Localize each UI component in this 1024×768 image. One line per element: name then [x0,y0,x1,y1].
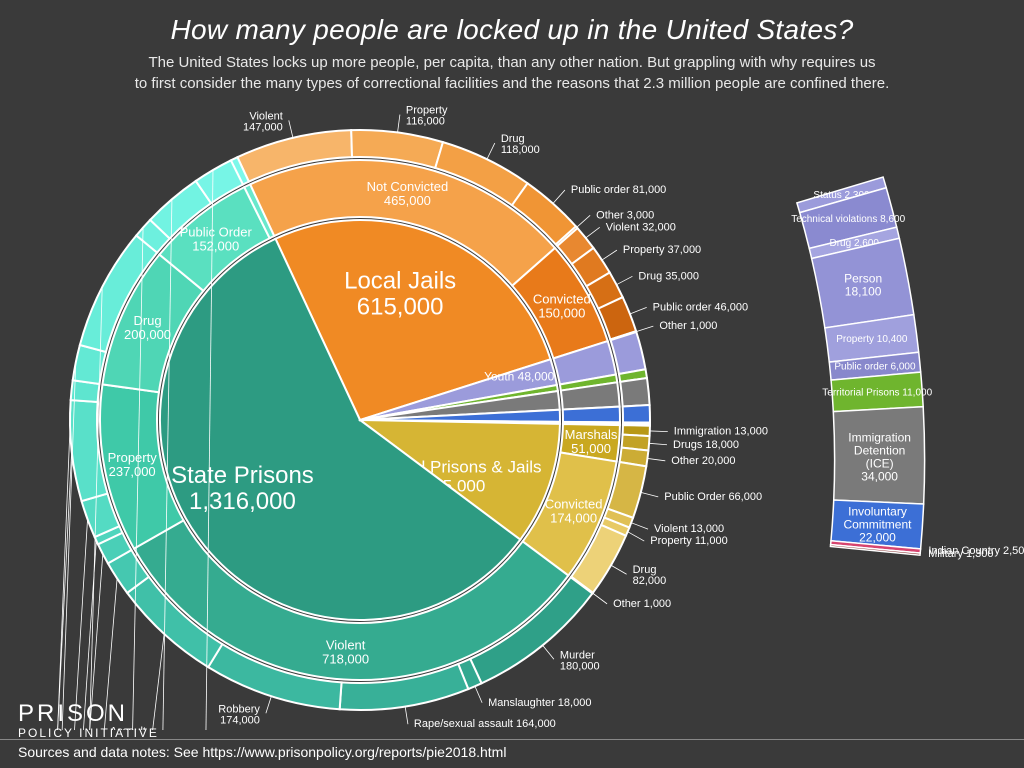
svg-text:Property 10,400: Property 10,400 [836,334,908,345]
svg-text:Property 37,000: Property 37,000 [623,244,701,256]
org-logo: PRISON POLICY INITIATIVE [18,700,159,740]
svg-text:82,000: 82,000 [633,575,667,587]
svg-text:Property: Property [108,450,158,465]
svg-text:Local Jails: Local Jails [344,267,456,294]
svg-text:1,316,000: 1,316,000 [189,488,296,515]
chart-subtitle: The United States locks up more people, … [0,52,1024,94]
svg-text:Commitment: Commitment [843,517,912,531]
svg-text:Manslaughter 18,000: Manslaughter 18,000 [488,697,591,709]
svg-text:Drug: Drug [133,313,161,328]
svg-text:Violent: Violent [326,638,366,653]
svg-text:152,000: 152,000 [192,238,239,253]
svg-text:Other 1,000: Other 1,000 [659,320,717,332]
chart-title: How many people are locked up in the Uni… [0,0,1024,46]
svg-text:34,000: 34,000 [861,470,898,484]
svg-text:Drugs 18,000: Drugs 18,000 [673,439,739,451]
svg-text:Rape/sexual assault 164,000: Rape/sexual assault 164,000 [414,718,556,730]
svg-text:118,000: 118,000 [501,144,540,156]
r2-involuntary-commitment [563,407,620,423]
svg-text:Other 1,000: Other 1,000 [613,598,671,610]
svg-text:116,000: 116,000 [406,116,445,128]
svg-text:174,000: 174,000 [220,714,260,726]
svg-text:Person: Person [844,272,882,286]
svg-text:Territorial Prisons 11,000: Territorial Prisons 11,000 [822,388,932,399]
svg-text:Military 1,300: Military 1,300 [928,548,993,560]
r3-seg [623,405,650,423]
svg-text:Public Order 66,000: Public Order 66,000 [664,491,762,503]
svg-text:Property 11,000: Property 11,000 [650,535,727,547]
svg-text:51,000: 51,000 [571,441,611,456]
r3-seg [620,378,649,406]
svg-text:Detention: Detention [854,444,905,458]
footer-note: Sources and data notes: See https://www.… [0,739,1024,764]
svg-text:Technical violations 8,600: Technical violations 8,600 [791,214,905,225]
svg-text:718,000: 718,000 [322,652,369,667]
svg-text:Immigration: Immigration [848,431,911,445]
svg-text:180,000: 180,000 [560,660,600,672]
svg-text:Drug 35,000: Drug 35,000 [638,270,699,282]
svg-text:Convicted: Convicted [533,292,591,307]
svg-text:200,000: 200,000 [124,327,171,342]
svg-text:237,000: 237,000 [109,464,156,479]
svg-text:465,000: 465,000 [384,193,431,208]
svg-text:Public order 46,000: Public order 46,000 [653,301,748,313]
svg-text:State Prisons: State Prisons [171,462,314,489]
svg-text:Convicted: Convicted [545,497,603,512]
logo-main: PRISON [18,700,128,727]
svg-text:Marshals: Marshals [565,427,618,442]
svg-text:Not Convicted: Not Convicted [367,179,449,194]
svg-text:Public order 6,000: Public order 6,000 [834,362,916,373]
subtitle-line1: The United States locks up more people, … [148,54,875,71]
svg-text:Youth 48,000: Youth 48,000 [484,370,555,384]
svg-text:Public order 81,000: Public order 81,000 [571,184,666,196]
svg-text:Other 20,000: Other 20,000 [671,455,735,467]
r3-seg [611,332,646,374]
svg-text:615,000: 615,000 [357,293,444,320]
svg-text:Violent 32,000: Violent 32,000 [606,221,676,233]
svg-text:174,000: 174,000 [550,511,597,526]
svg-text:147,000: 147,000 [243,121,283,133]
svg-text:Involuntary: Involuntary [848,504,907,518]
svg-text:18,100: 18,100 [845,285,882,299]
svg-text:Immigration 13,000: Immigration 13,000 [674,426,768,438]
svg-text:Public Order: Public Order [180,224,253,239]
logo-sub: POLICY INITIATIVE [18,726,159,740]
svg-text:(ICE): (ICE) [866,457,894,471]
svg-text:150,000: 150,000 [538,306,585,321]
svg-text:Violent 13,000: Violent 13,000 [654,523,724,535]
svg-text:22,000: 22,000 [859,530,896,544]
svg-text:Other 3,000: Other 3,000 [596,209,654,221]
sunburst-chart: Local Jails615,000Youth 48,000Federal Pr… [0,90,1024,730]
